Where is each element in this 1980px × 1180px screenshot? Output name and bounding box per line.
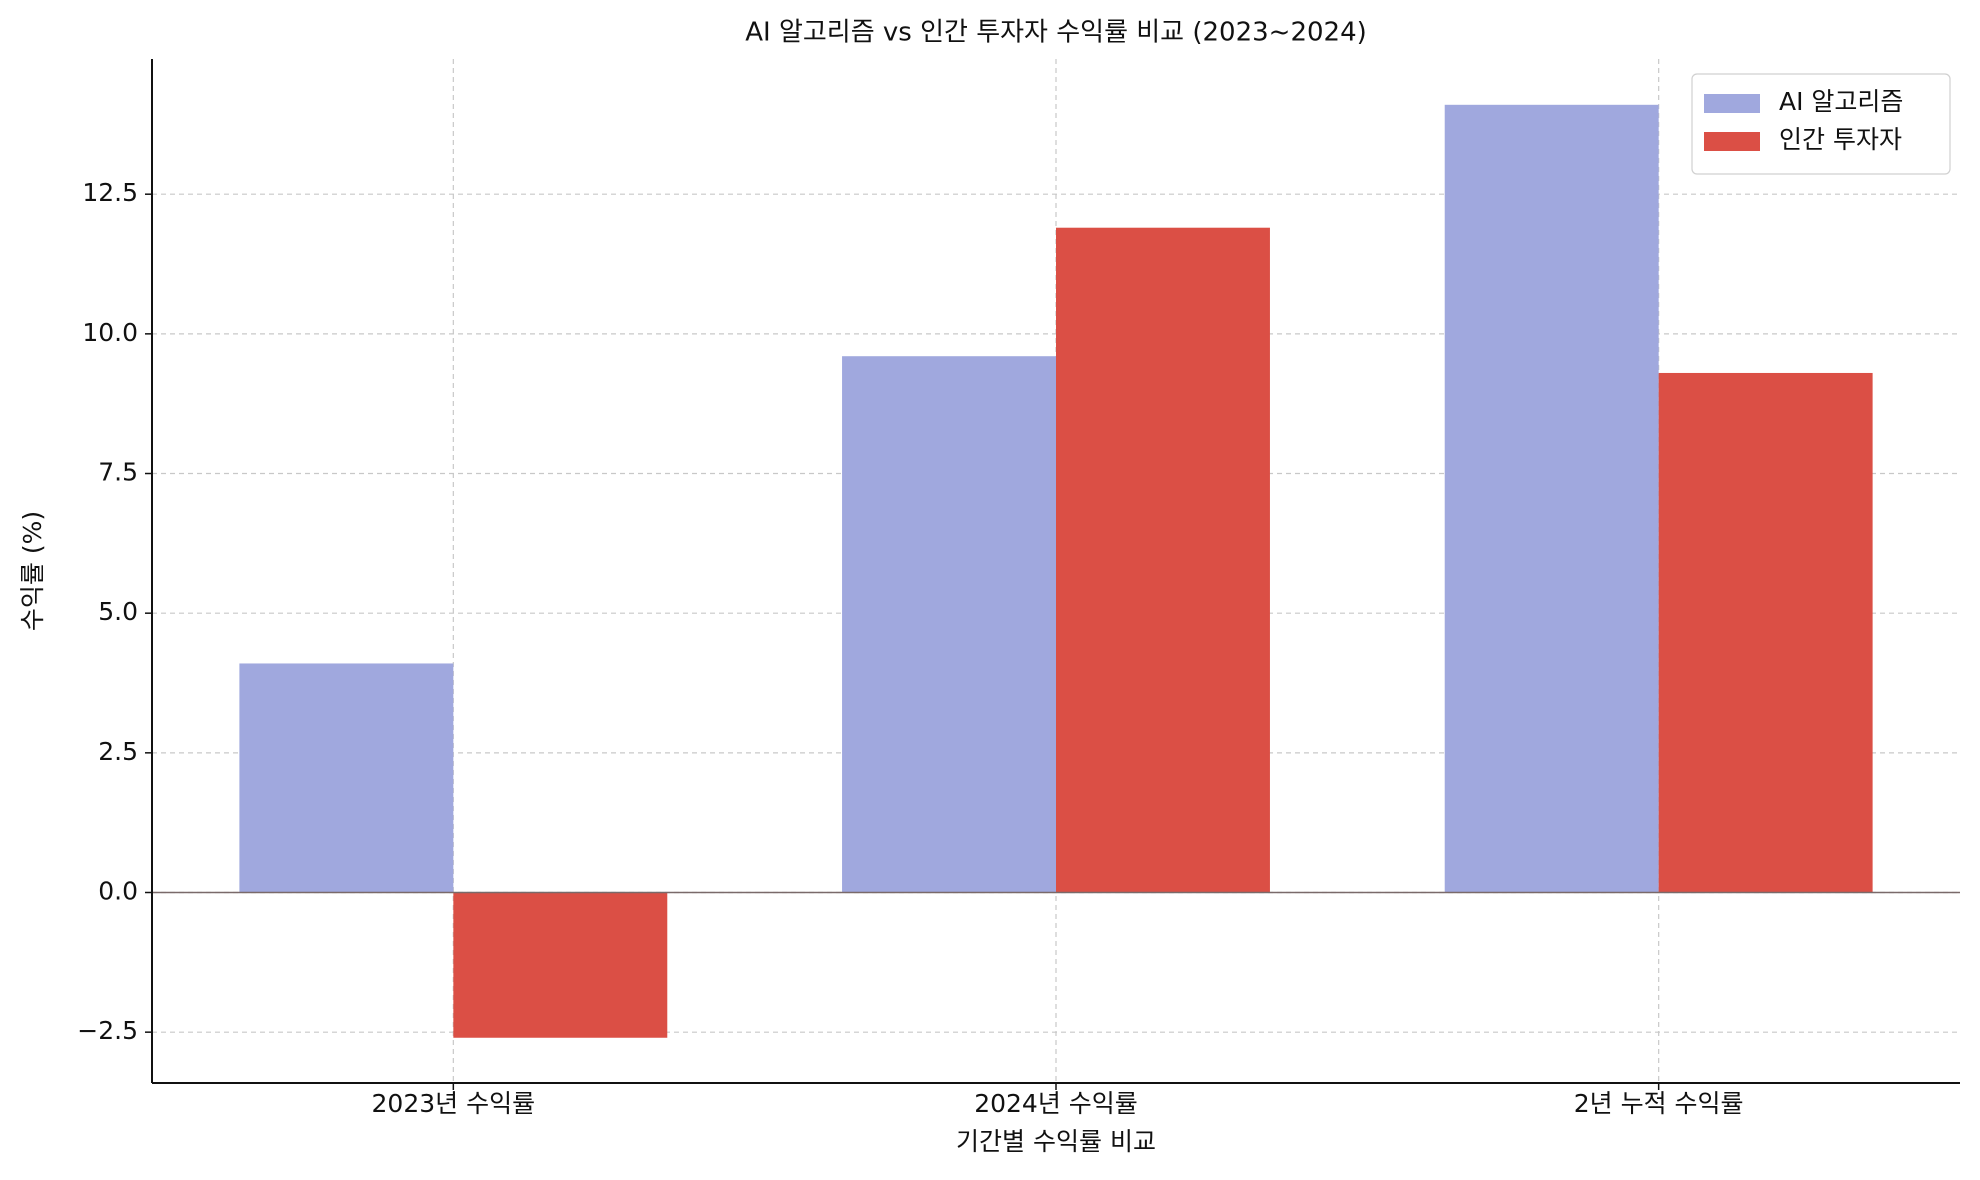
bar xyxy=(1056,227,1270,893)
y-tick-label: 10.0 xyxy=(82,318,138,347)
legend-swatch xyxy=(1704,94,1760,113)
x-tick-label: 2024년 수익률 xyxy=(974,1089,1138,1118)
y-tick-label: 0.0 xyxy=(98,877,138,906)
legend-label: AI 알고리즘 xyxy=(1779,87,1903,116)
bar xyxy=(1444,104,1659,893)
y-tick-label: −2.5 xyxy=(77,1016,138,1045)
y-tick-label: 5.0 xyxy=(98,597,138,626)
y-tick-label: 12.5 xyxy=(82,178,138,207)
x-tick-label: 2년 누적 수익률 xyxy=(1574,1089,1744,1118)
x-tick-label: 2023년 수익률 xyxy=(372,1089,536,1118)
bar xyxy=(842,356,1056,893)
y-tick-label: 2.5 xyxy=(98,737,138,766)
chart-title: AI 알고리즘 vs 인간 투자자 수익률 비교 (2023~2024) xyxy=(745,18,1367,48)
bar xyxy=(1658,372,1873,893)
x-axis-label: 기간별 수익률 비교 xyxy=(956,1127,1156,1156)
bar xyxy=(453,892,668,1038)
y-tick-label: 7.5 xyxy=(98,458,138,487)
legend-swatch xyxy=(1704,132,1760,151)
bar xyxy=(239,663,454,893)
y-axis-label: 수익률 (%) xyxy=(18,511,47,631)
legend-label: 인간 투자자 xyxy=(1779,125,1902,154)
